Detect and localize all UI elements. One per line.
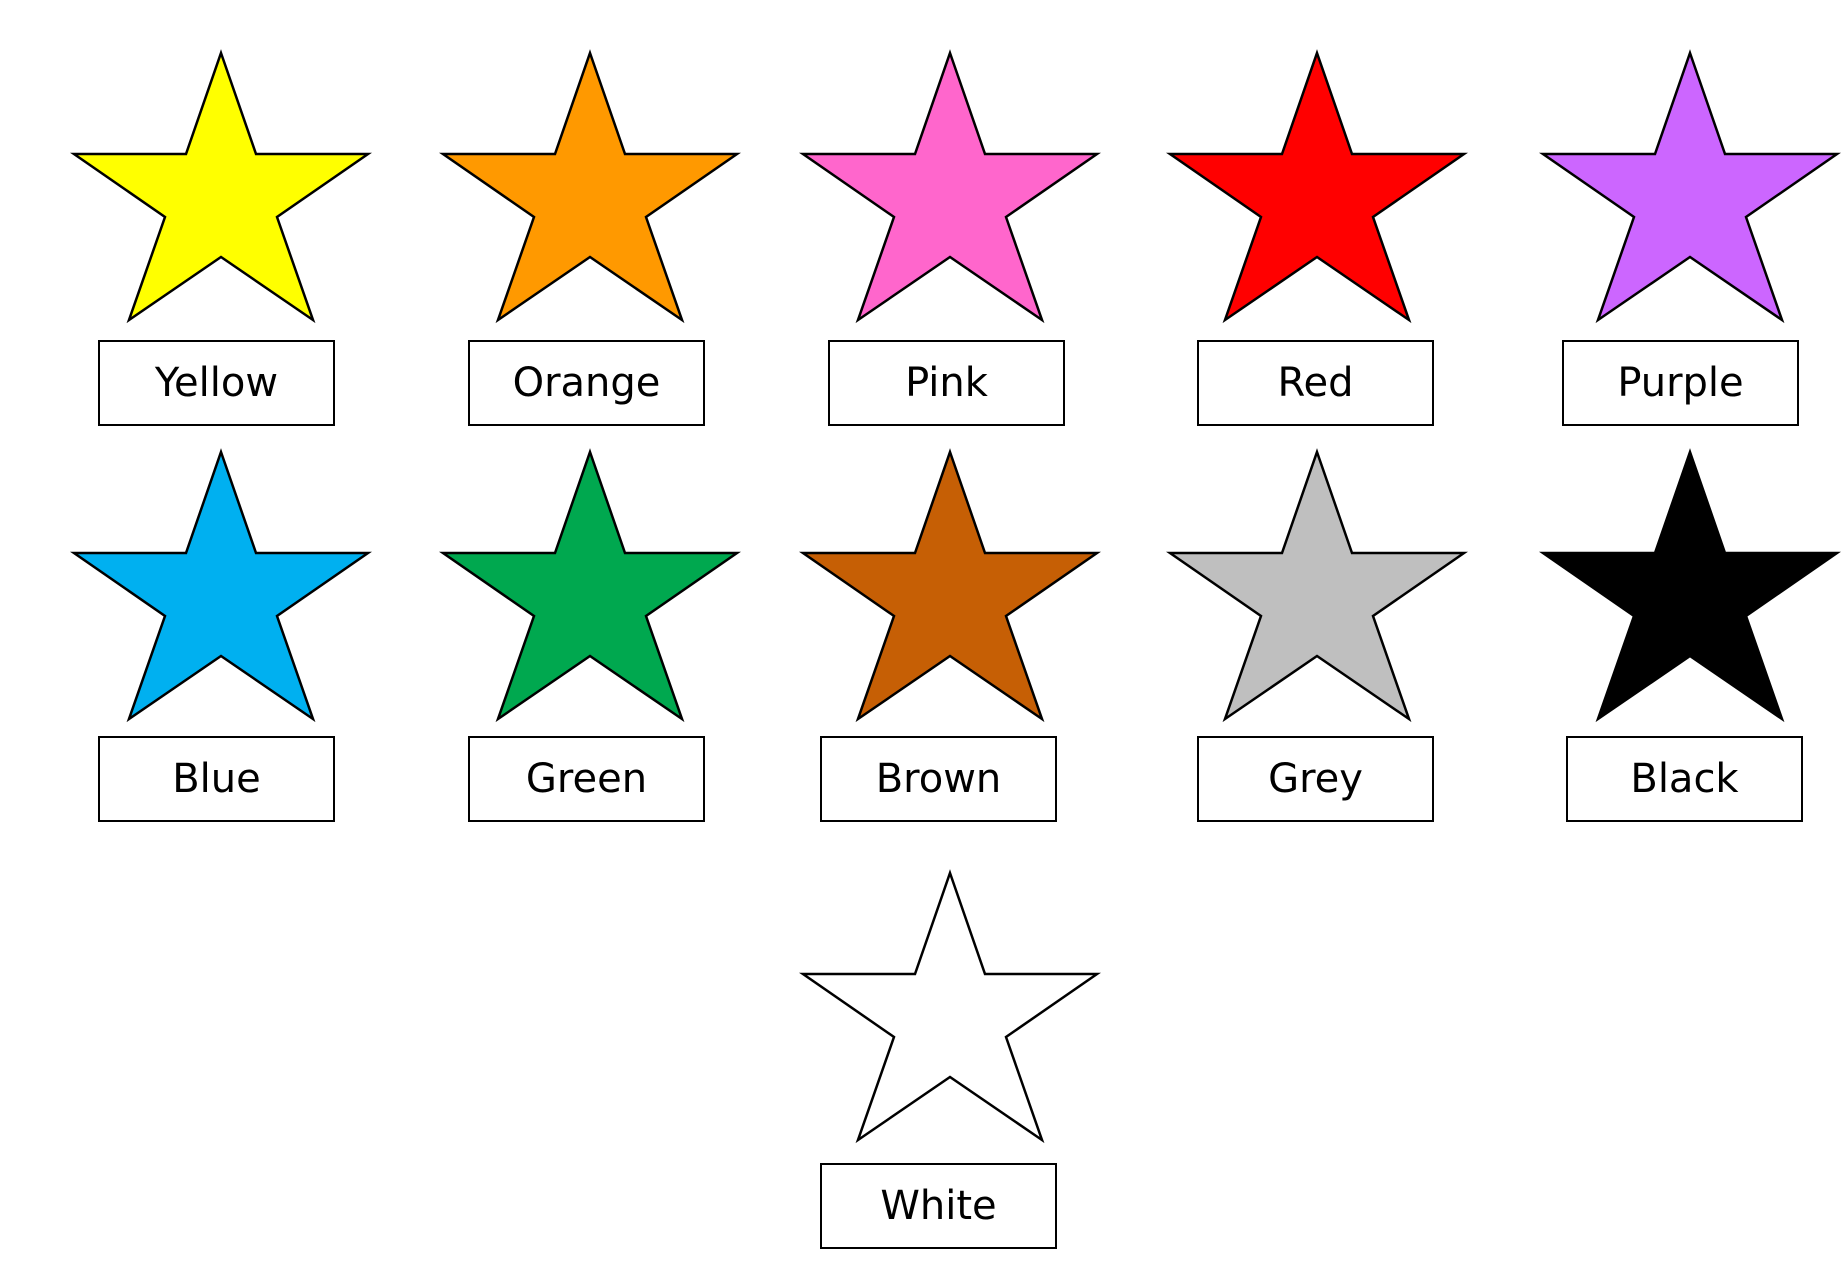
star-brown xyxy=(798,448,1102,723)
label-box-pink: Pink xyxy=(828,340,1065,426)
label-blue: Blue xyxy=(172,756,261,802)
label-grey: Grey xyxy=(1268,756,1363,802)
star-grey xyxy=(1165,448,1469,723)
star-yellow xyxy=(69,49,373,324)
label-yellow: Yellow xyxy=(154,360,279,406)
label-box-yellow: Yellow xyxy=(98,340,335,426)
label-pink: Pink xyxy=(905,360,988,406)
label-box-black: Black xyxy=(1566,736,1803,822)
star-blue xyxy=(69,448,373,723)
label-box-green: Green xyxy=(468,736,705,822)
label-orange: Orange xyxy=(512,360,661,406)
label-box-red: Red xyxy=(1197,340,1434,426)
label-green: Green xyxy=(525,756,648,802)
star-red xyxy=(1165,49,1469,324)
star-orange xyxy=(438,49,742,324)
label-black: Black xyxy=(1630,756,1739,802)
star-black xyxy=(1538,448,1841,723)
star-white xyxy=(798,869,1102,1144)
label-box-white: White xyxy=(820,1163,1057,1249)
star-purple xyxy=(1538,49,1841,324)
label-white: White xyxy=(880,1183,997,1229)
label-purple: Purple xyxy=(1617,360,1744,406)
label-box-blue: Blue xyxy=(98,736,335,822)
label-brown: Brown xyxy=(875,756,1002,802)
label-box-purple: Purple xyxy=(1562,340,1799,426)
label-box-grey: Grey xyxy=(1197,736,1434,822)
label-box-brown: Brown xyxy=(820,736,1057,822)
label-red: Red xyxy=(1277,360,1354,406)
label-box-orange: Orange xyxy=(468,340,705,426)
star-green xyxy=(438,448,742,723)
star-pink xyxy=(798,49,1102,324)
